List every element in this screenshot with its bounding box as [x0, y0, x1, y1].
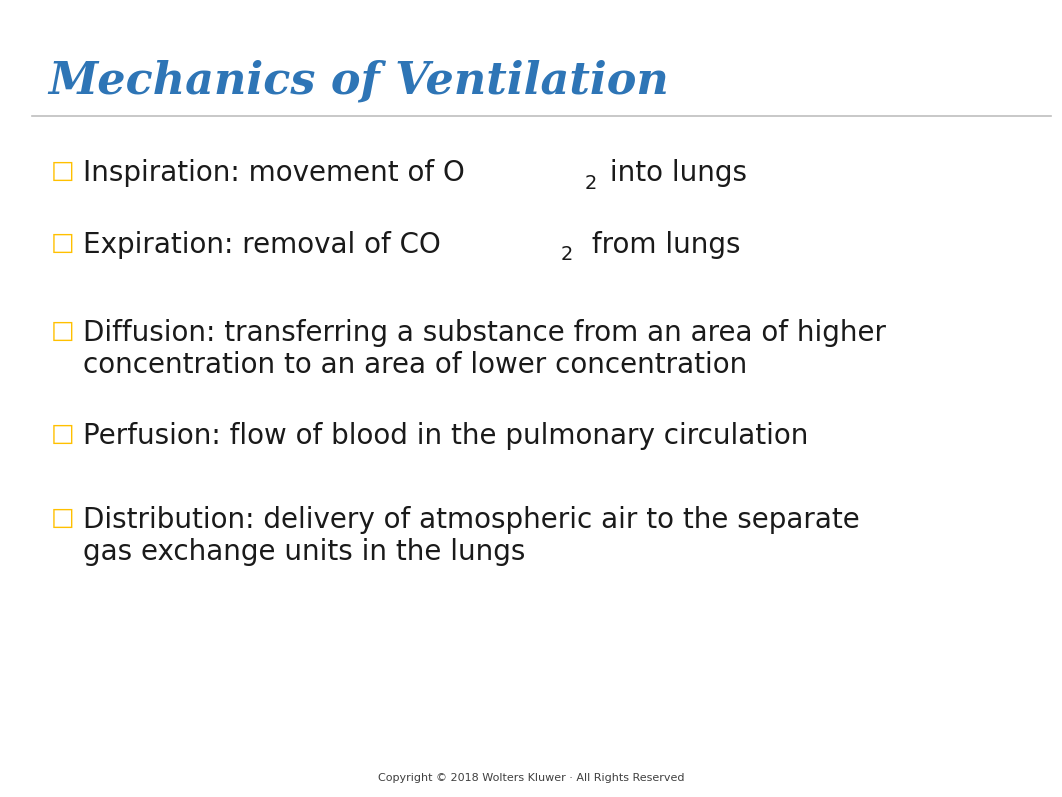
- Text: □: □: [51, 422, 74, 446]
- Text: from lungs: from lungs: [583, 231, 740, 259]
- Text: Inspiration: movement of O: Inspiration: movement of O: [83, 159, 464, 187]
- Text: Mechanics of Ventilation: Mechanics of Ventilation: [48, 60, 669, 103]
- Text: Distribution: delivery of atmospheric air to the separate
gas exchange units in : Distribution: delivery of atmospheric ai…: [83, 506, 859, 567]
- Text: □: □: [51, 506, 74, 530]
- Text: Expiration: removal of CO: Expiration: removal of CO: [83, 231, 441, 259]
- Text: Copyright © 2018 Wolters Kluwer · All Rights Reserved: Copyright © 2018 Wolters Kluwer · All Ri…: [378, 772, 684, 783]
- Text: □: □: [51, 319, 74, 343]
- Text: Diffusion: transferring a substance from an area of higher
concentration to an a: Diffusion: transferring a substance from…: [83, 319, 886, 379]
- Text: into lungs: into lungs: [601, 159, 748, 187]
- Text: □: □: [51, 159, 74, 183]
- Text: □: □: [51, 231, 74, 255]
- Text: Perfusion: flow of blood in the pulmonary circulation: Perfusion: flow of blood in the pulmonar…: [83, 422, 808, 450]
- Text: 2: 2: [585, 174, 597, 193]
- Text: 2: 2: [561, 245, 573, 265]
